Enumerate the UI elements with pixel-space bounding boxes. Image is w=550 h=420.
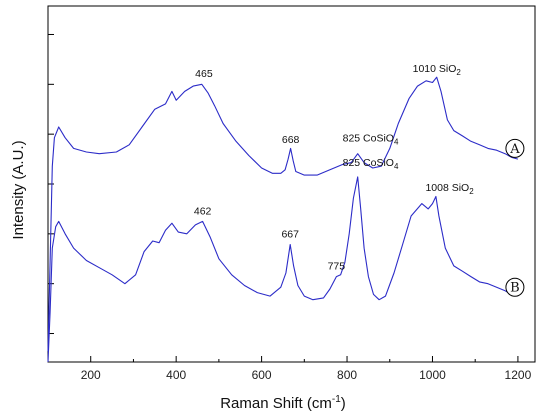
x-axis-title-main: Raman Shift (cm [220, 395, 332, 412]
x-tick-label: 200 [81, 368, 101, 382]
series-layer [47, 76, 519, 363]
svg-text:B: B [510, 281, 520, 296]
y-axis-title: Intensity (A.U.) [10, 140, 27, 239]
svg-text:A: A [509, 142, 520, 157]
x-tick-label: 1000 [419, 368, 446, 382]
series-marker-A: A [505, 138, 525, 158]
x-tick-label: 800 [337, 368, 357, 382]
series-marker-B: B [505, 277, 525, 297]
annotation-layer: 465 668 825 CoSiO4 1010 SiO2 825 CoSiO4 462 66… [194, 63, 474, 273]
series-line-A [47, 76, 519, 352]
peak-annotation: 1010 SiO2 [413, 63, 462, 77]
x-tick-label: 600 [252, 368, 272, 382]
series-line-B [47, 176, 519, 363]
x-tick-label: 1200 [505, 368, 532, 382]
x-axis-title: Raman Shift (cm-1) [220, 394, 346, 412]
peak-annotation: 465 [195, 68, 213, 80]
peak-annotation: 775 [328, 260, 346, 272]
peak-annotation: 667 [281, 228, 299, 240]
x-tick-label: 400 [166, 368, 186, 382]
x-axis-ticks: 200 400 600 800 1000 1200 [81, 356, 532, 382]
peak-annotation: 1008 SiO2 [425, 182, 474, 196]
peak-annotation: 462 [194, 205, 212, 217]
marker-layer: AB [505, 138, 525, 297]
peak-annotation: 825 CoSiO4 [343, 132, 399, 146]
peak-annotation: 668 [282, 134, 300, 146]
peak-annotation: 825 CoSiO4 [343, 157, 399, 171]
x-axis-title-end: ) [341, 395, 346, 412]
x-axis-title-sup: -1 [332, 394, 341, 405]
